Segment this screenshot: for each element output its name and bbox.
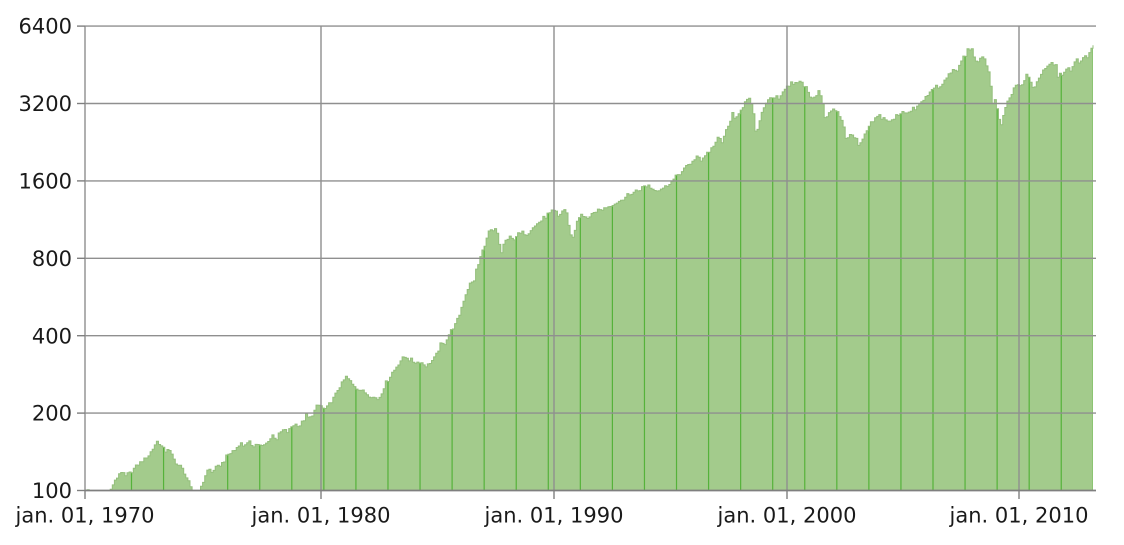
y-axis-label: 3200 xyxy=(19,92,72,116)
axis-ticks xyxy=(77,25,1020,499)
price-area-fill xyxy=(85,45,1093,491)
x-axis-label: jan. 01, 2010 xyxy=(949,504,1089,528)
x-axis-label: jan. 01, 1980 xyxy=(251,504,391,528)
y-axis-label: 1600 xyxy=(19,170,72,194)
y-axis-label: 800 xyxy=(32,247,72,271)
x-axis-label: jan. 01, 2000 xyxy=(717,504,857,528)
y-axis-label: 6400 xyxy=(19,15,72,39)
y-axis-label: 200 xyxy=(32,402,72,426)
y-axis-labels: 100 200 400 800 1600 3200 6400 xyxy=(19,15,72,503)
x-axis-label: jan. 01, 1970 xyxy=(15,504,155,528)
y-axis-label: 400 xyxy=(32,324,72,348)
gridlines xyxy=(85,25,1096,491)
price-area-edge xyxy=(85,45,1094,491)
x-axis-label: jan. 01, 1990 xyxy=(484,504,624,528)
x-axis-labels: jan. 01, 1970 jan. 01, 1980 jan. 01, 1990 j… xyxy=(15,504,1089,528)
y-axis-label: 100 xyxy=(32,479,72,503)
